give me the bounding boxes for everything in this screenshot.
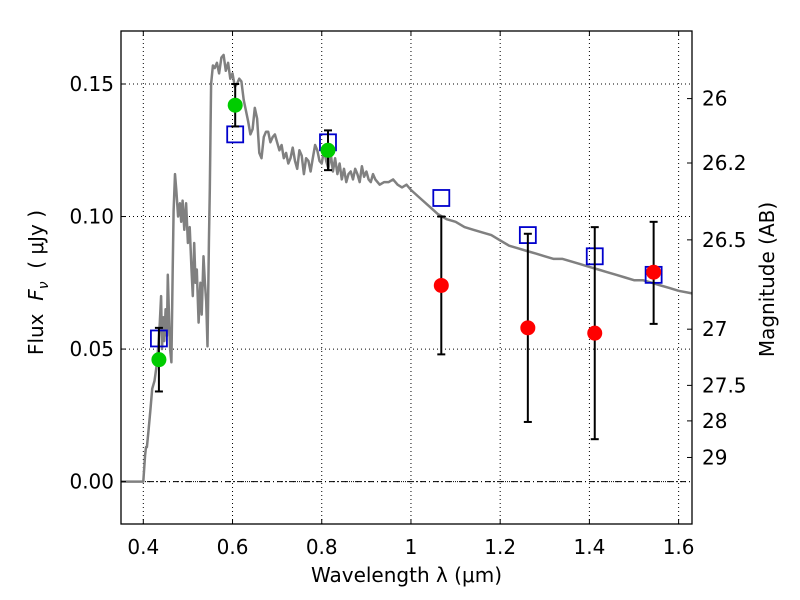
- grid-lines: [121, 31, 692, 524]
- series-model-photometry: [150, 125, 663, 348]
- model-photometry-square: [432, 189, 451, 207]
- flux-point: [587, 325, 603, 341]
- x-tick-label: 0.6: [217, 535, 249, 559]
- y2-tick-label: 26.2: [702, 151, 747, 175]
- y2-tick-label: 28: [702, 409, 727, 433]
- flux-point: [320, 142, 336, 158]
- flux-point: [433, 277, 449, 293]
- y2-tick-label: 29: [702, 445, 727, 469]
- x-tick-label: 0.4: [127, 535, 159, 559]
- flux-point: [151, 352, 167, 368]
- x-tick-label: 0.8: [306, 535, 338, 559]
- x-tick-label: 1.4: [573, 535, 605, 559]
- plot-series: [121, 53, 693, 483]
- y-tick-label: 0.05: [69, 337, 114, 361]
- series-model-SED: [121, 53, 693, 483]
- plot-frame: [120, 30, 693, 525]
- y2-axis-label: Magnitude (AB): [755, 202, 779, 357]
- y-axis-label: Flux Fν ( μJy ): [24, 210, 52, 355]
- y2-tick-label: 26: [702, 87, 727, 111]
- axis-ticks: 0.4 0.6 0.8 1 1.2 1.4 1.6 0.00 0.05 0.10 0.15 26 26.…: [69, 31, 747, 559]
- sed-model-line: [121, 53, 693, 483]
- y2-tick-label: 27: [702, 317, 727, 341]
- series-detections: [151, 83, 336, 393]
- y-tick-label: 0.15: [69, 72, 114, 96]
- y2-tick-label: 27.5: [702, 373, 747, 397]
- flux-point: [227, 97, 243, 113]
- y2-tick-label: 26.5: [702, 228, 747, 252]
- x-tick-label: 1: [405, 535, 418, 559]
- series-low-significance: [433, 215, 662, 441]
- flux-point: [520, 320, 536, 336]
- x-axis-label: Wavelength λ (μm): [311, 563, 502, 587]
- model-photometry-square: [226, 125, 245, 144]
- flux-point: [646, 264, 662, 280]
- x-tick-label: 1.2: [484, 535, 516, 559]
- y-tick-label: 0.10: [69, 205, 114, 229]
- x-tick-label: 1.6: [663, 535, 695, 559]
- y-tick-label: 0.00: [69, 470, 114, 494]
